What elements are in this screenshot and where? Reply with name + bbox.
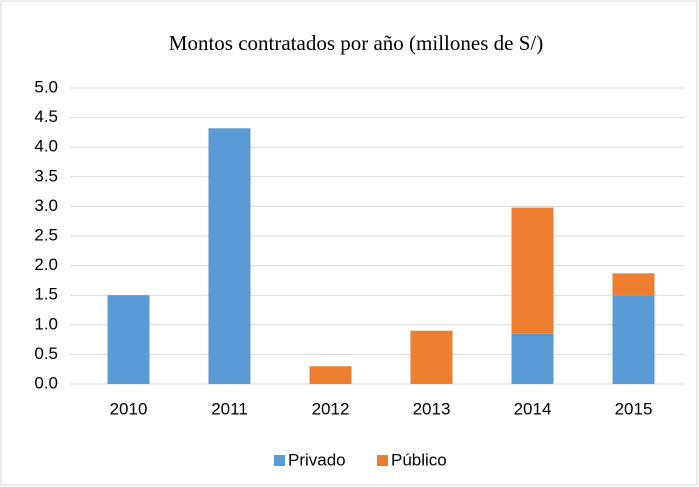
x-tick-label: 2012	[312, 399, 350, 418]
y-tick-label: 3.0	[34, 196, 58, 215]
bar-segment	[612, 295, 655, 384]
bar-segment	[107, 295, 150, 384]
legend-swatch	[274, 455, 285, 466]
legend-swatch	[377, 455, 388, 466]
y-tick-label: 2.5	[34, 225, 58, 244]
x-tick-label: 2015	[615, 399, 653, 418]
y-tick-label: 0.5	[34, 344, 58, 363]
bar-segment	[612, 273, 655, 296]
y-tick-label: 5.0	[34, 77, 58, 96]
bar-segment	[208, 128, 251, 384]
y-tick-label: 2.0	[34, 255, 58, 274]
legend-label: Privado	[288, 450, 346, 469]
y-tick-label: 4.5	[34, 107, 58, 126]
bar-segment	[309, 366, 352, 384]
y-tick-label: 1.0	[34, 314, 58, 333]
y-tick-label: 0.0	[34, 373, 58, 392]
legend-label: Público	[391, 450, 447, 469]
y-tick-label: 3.5	[34, 166, 58, 185]
bar-segment	[511, 333, 554, 384]
y-tick-label: 1.5	[34, 285, 58, 304]
bar-segment	[511, 207, 554, 334]
x-tick-label: 2013	[413, 399, 451, 418]
x-tick-label: 2011	[211, 399, 248, 418]
bar-segment	[410, 330, 453, 384]
x-tick-label: 2010	[110, 399, 148, 418]
chart-title: Montos contratados por año (millones de …	[169, 31, 543, 55]
x-tick-label: 2014	[514, 399, 552, 418]
y-tick-label: 4.0	[34, 137, 58, 156]
